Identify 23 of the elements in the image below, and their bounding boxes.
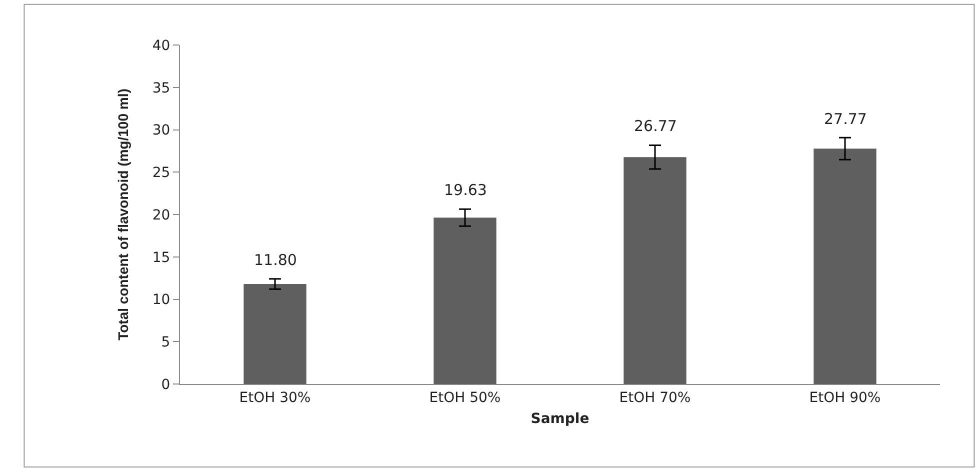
- y-tick-label: 20: [152, 207, 170, 224]
- bar: [624, 157, 686, 384]
- bar: [814, 148, 876, 384]
- y-axis-title: Total content of flavonoid (mg/100 ml): [114, 88, 131, 340]
- y-tick-label: 30: [152, 122, 170, 139]
- bar: [244, 284, 306, 384]
- x-tick-label: EtOH 30%: [239, 390, 311, 406]
- data-label: 27.77: [824, 110, 867, 128]
- x-axis-title: Sample: [530, 411, 590, 428]
- data-label: 26.77: [634, 117, 677, 135]
- x-tick-label: EtOH 90%: [809, 390, 881, 406]
- data-label: 11.80: [254, 251, 297, 269]
- x-tick-label: EtOH 70%: [619, 390, 691, 406]
- y-tick-label: 5: [161, 334, 170, 351]
- data-label: 19.63: [444, 181, 487, 199]
- bar: [434, 218, 496, 384]
- y-tick-label: 25: [152, 165, 170, 182]
- x-tick-label: EtOH 50%: [429, 390, 501, 406]
- y-tick-label: 40: [152, 38, 170, 54]
- y-tick-label: 10: [152, 292, 170, 308]
- y-tick-label: 0: [161, 376, 170, 393]
- y-tick-label: 35: [152, 80, 170, 96]
- y-tick-label: 15: [152, 250, 170, 266]
